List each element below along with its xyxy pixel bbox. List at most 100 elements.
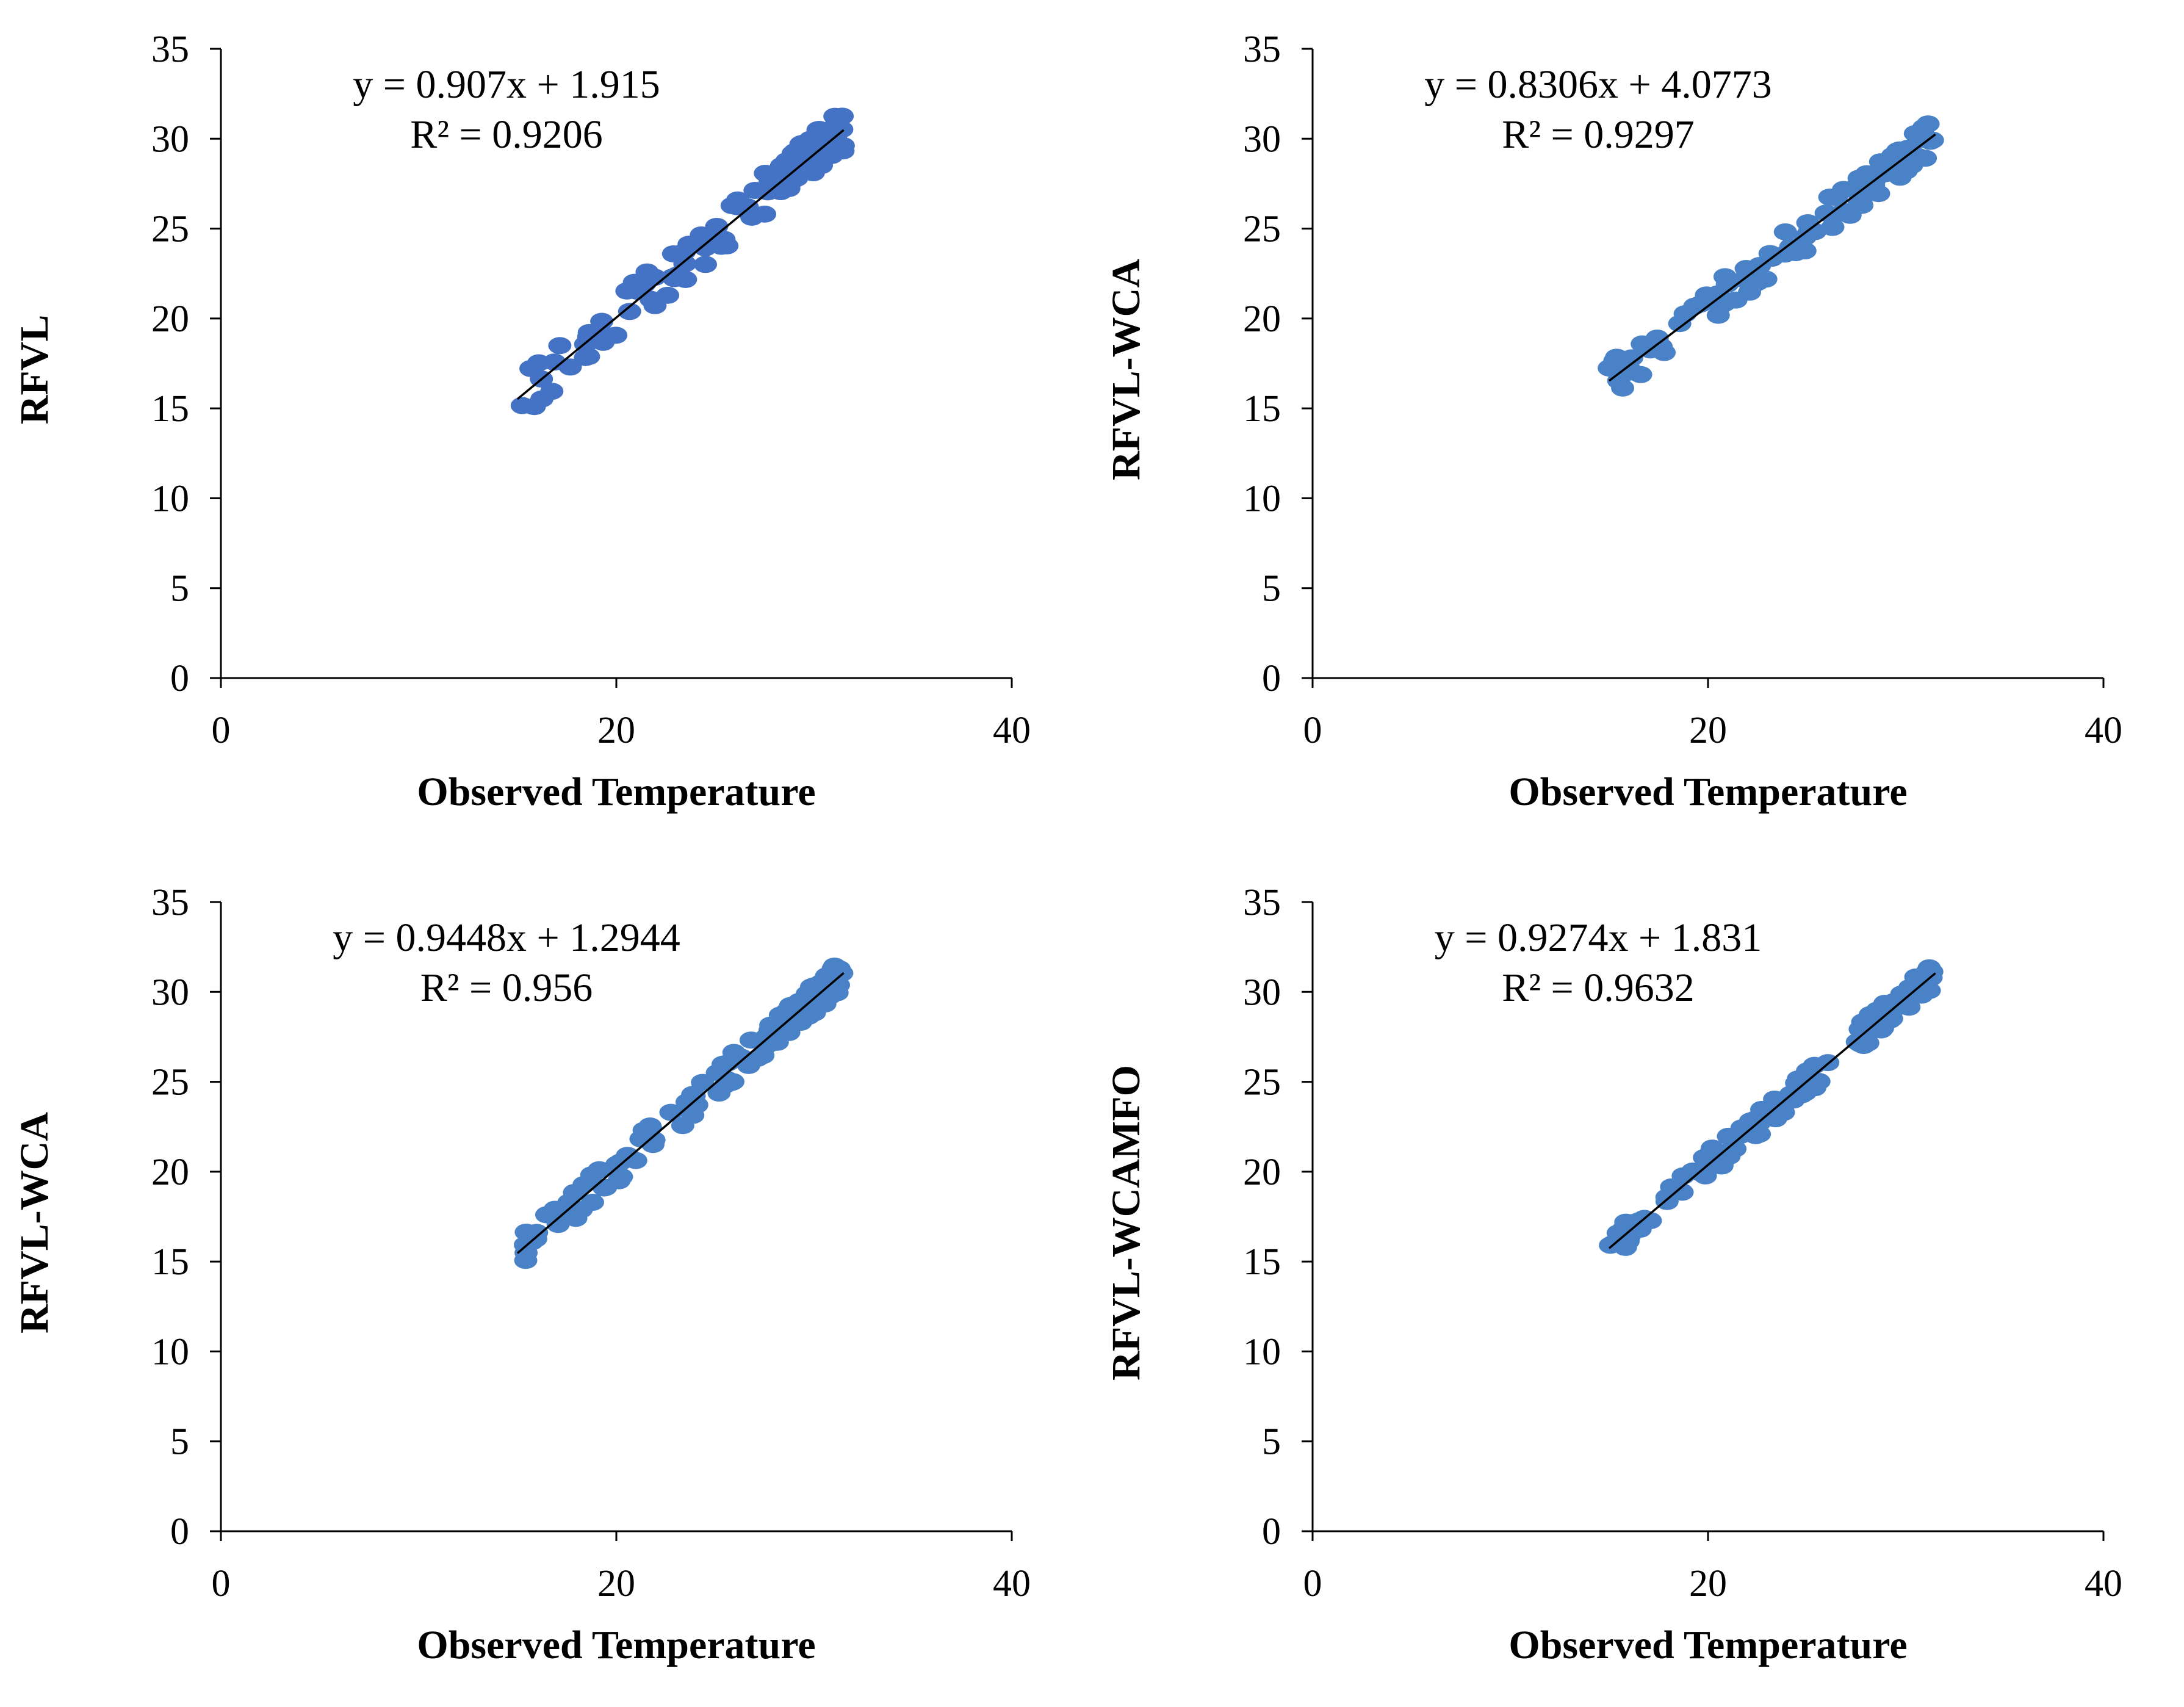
data-point (1710, 1157, 1734, 1175)
scatter-chart: 0 5 10 15 20 25 30 35 0 20 40 Observed Temperature R… (1104, 29, 2122, 814)
y-axis-title: RFVL-WCAMFO (1104, 1065, 1148, 1380)
x-tick-label: 20 (597, 710, 635, 751)
y-tick-label: 35 (1243, 29, 1281, 70)
y-tick-label: 0 (170, 1511, 189, 1553)
y-tick-label: 20 (151, 1152, 189, 1193)
y-tick-label: 20 (1243, 298, 1281, 340)
data-point (1876, 1002, 1900, 1020)
data-point (743, 182, 767, 200)
data-point (823, 107, 847, 125)
data-point (543, 1200, 567, 1218)
data-point (1847, 194, 1871, 212)
y-tick-label: 25 (151, 209, 189, 250)
y-tick-label: 0 (1262, 658, 1281, 699)
data-point (1720, 1141, 1743, 1158)
data-point (661, 245, 685, 262)
data-point (809, 124, 832, 142)
regression-equation: y = 0.907x + 1.915 (353, 62, 660, 107)
data-point (662, 270, 686, 287)
data-point (808, 991, 832, 1009)
y-tick-label: 35 (151, 882, 189, 923)
data-point (1614, 1213, 1638, 1231)
y-tick-label: 15 (151, 388, 189, 430)
data-point (1846, 1033, 1870, 1050)
data-point (590, 325, 614, 342)
data-point (1668, 315, 1692, 333)
x-tick-label: 40 (993, 710, 1031, 751)
y-tick-label: 15 (1243, 1241, 1281, 1283)
data-point (581, 1194, 605, 1211)
x-tick-label: 20 (1689, 710, 1727, 751)
x-axis-title: Observed Temperature (417, 770, 815, 814)
r-squared-label: R² = 0.956 (420, 965, 593, 1010)
r-squared-label: R² = 0.9632 (1502, 965, 1695, 1010)
x-tick-label: 40 (993, 1563, 1031, 1604)
regression-equation: y = 0.8306x + 4.0773 (1424, 62, 1771, 107)
y-tick-label: 15 (151, 1241, 189, 1283)
y-axis-title: RFVL (12, 315, 57, 425)
data-point (522, 398, 546, 416)
data-point (690, 226, 713, 244)
data-point (641, 1136, 665, 1153)
data-point (1631, 335, 1654, 353)
y-tick-label: 10 (1243, 1331, 1281, 1373)
data-point (1652, 344, 1676, 361)
data-point (1744, 1127, 1768, 1144)
data-point (1814, 204, 1838, 222)
y-tick-label: 5 (170, 568, 189, 610)
data-point (681, 1106, 705, 1124)
data-point (1900, 987, 1924, 1005)
scatter-chart: 0 5 10 15 20 25 30 35 0 20 40 Observed Temperature R… (12, 29, 1031, 814)
scatter-chart: 0 5 10 15 20 25 30 35 0 20 40 Observed Temperature R… (1104, 882, 2122, 1667)
y-tick-label: 25 (1243, 1062, 1281, 1103)
scatter-chart: 0 5 10 15 20 25 30 35 0 20 40 Observed Temperature R… (12, 882, 1031, 1667)
y-tick-label: 35 (151, 29, 189, 70)
data-point (1712, 294, 1736, 312)
data-point (563, 1183, 586, 1201)
y-tick-label: 0 (1262, 1511, 1281, 1553)
scatter-points (1598, 115, 1944, 397)
data-point (675, 1093, 699, 1111)
data-point (777, 179, 801, 197)
data-point (1793, 242, 1817, 260)
y-tick-label: 35 (1243, 882, 1281, 923)
data-point (1660, 1178, 1684, 1196)
data-point (1773, 223, 1797, 240)
data-point (540, 383, 564, 400)
data-point (588, 1161, 611, 1178)
y-tick-label: 5 (170, 1421, 189, 1463)
data-point (694, 256, 718, 273)
data-point (546, 1216, 570, 1233)
data-point (1888, 168, 1912, 186)
data-point (1821, 218, 1845, 236)
chart-panel-rfvl-wca-top: 0 5 10 15 20 25 30 35 0 20 40 Observed Temperature R… (1092, 0, 2183, 853)
y-axis-title: RFVL-WCA (1104, 259, 1148, 480)
y-tick-label: 25 (151, 1062, 189, 1103)
r-squared-label: R² = 0.9297 (1502, 112, 1695, 157)
data-point (815, 147, 839, 165)
x-axis-title: Observed Temperature (1508, 770, 1907, 814)
y-tick-label: 10 (151, 478, 189, 519)
x-tick-label: 0 (212, 1563, 231, 1604)
data-point (720, 197, 744, 214)
y-tick-label: 5 (1262, 1421, 1281, 1463)
trend-line (516, 129, 845, 400)
data-point (1803, 223, 1827, 240)
data-point (821, 980, 845, 997)
data-point (628, 277, 652, 295)
data-point (605, 1155, 629, 1173)
trend-line (516, 972, 845, 1254)
chart-panel-rfvl: 0 5 10 15 20 25 30 35 0 20 40 Observed Temperature R… (0, 0, 1092, 853)
data-point (640, 291, 663, 308)
x-tick-label: 0 (1303, 1563, 1322, 1604)
x-tick-label: 40 (2085, 710, 2122, 751)
y-tick-label: 25 (1243, 209, 1281, 250)
r-squared-label: R² = 0.9206 (410, 112, 603, 157)
x-tick-label: 0 (1303, 710, 1322, 751)
x-axis-title: Observed Temperature (1508, 1623, 1907, 1667)
trend-line (1608, 133, 1936, 382)
data-point (607, 1172, 631, 1189)
x-tick-label: 20 (1689, 1563, 1727, 1604)
x-tick-label: 20 (597, 1563, 635, 1604)
